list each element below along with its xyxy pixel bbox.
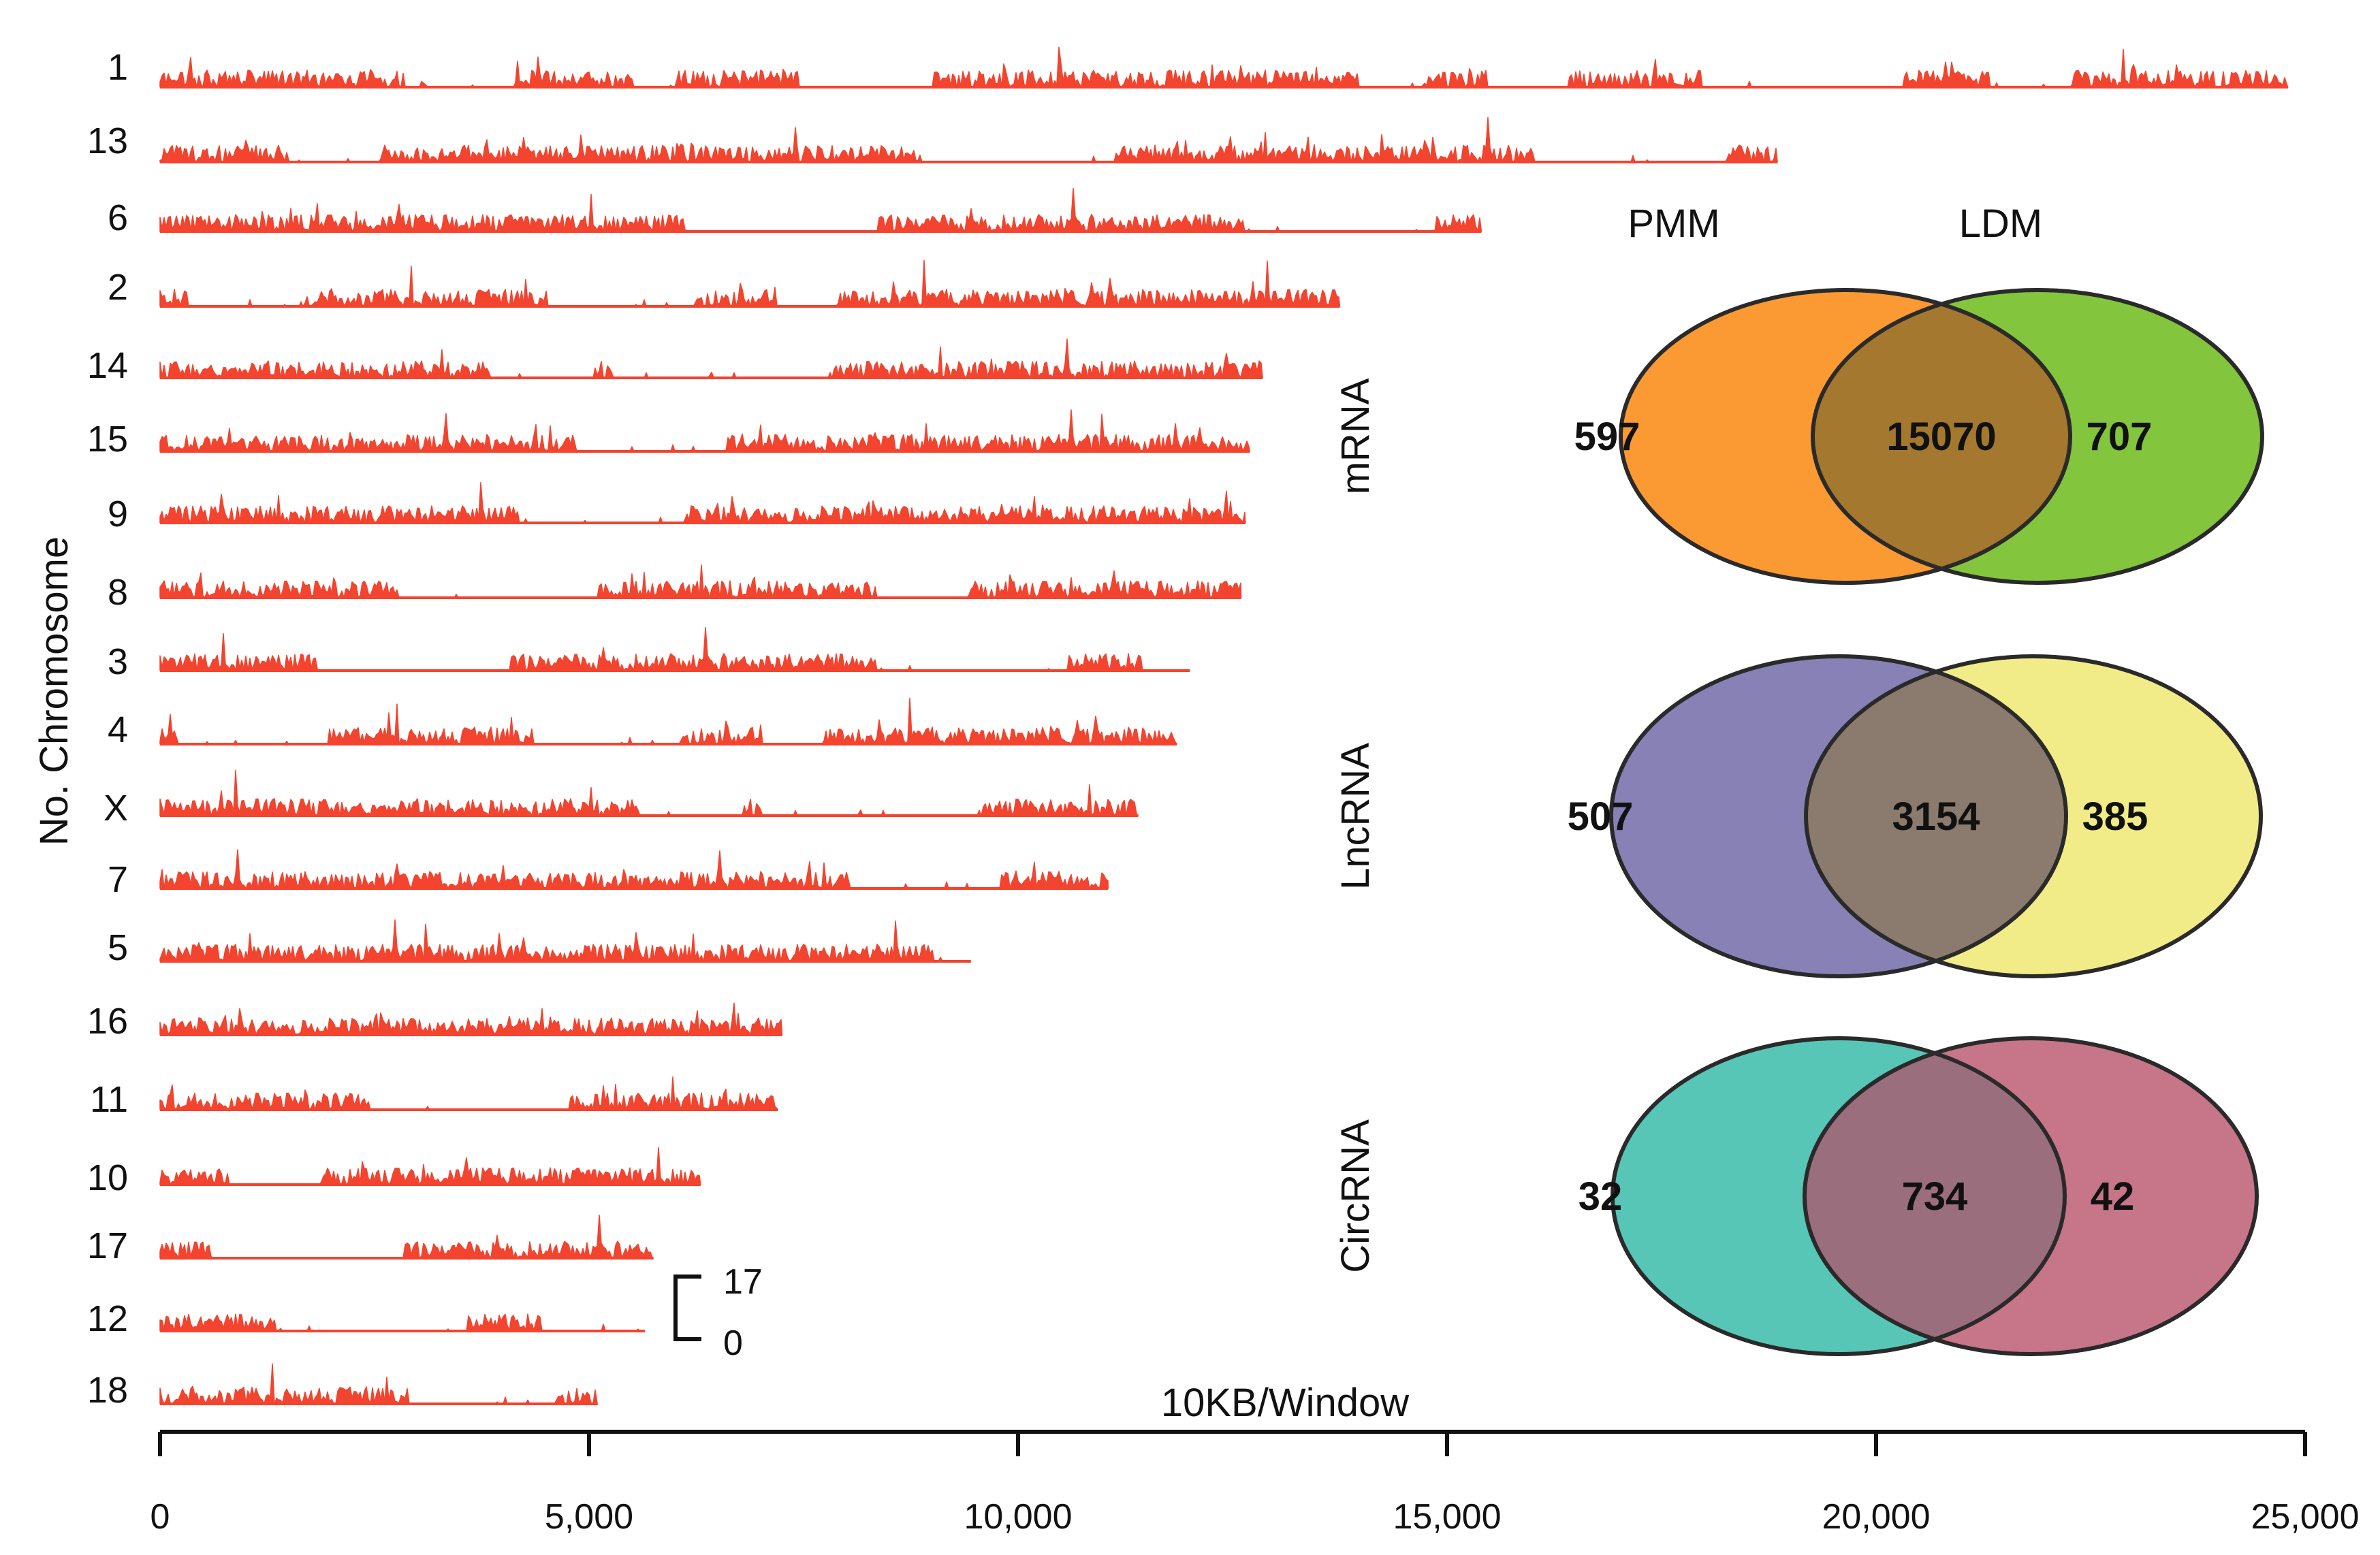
chromosome-labels: 1 13 6 2 14 15 9 8 3 4 X 7 5 16 11 10 17 12 18	[87, 47, 128, 1411]
track-chr-8	[159, 564, 1242, 598]
chromosome-label: 2	[108, 267, 128, 308]
chromosome-label: 16	[87, 1001, 128, 1042]
x-tick-label: 0	[150, 1497, 170, 1537]
x-tick-label: 15,000	[1393, 1497, 1501, 1537]
venn-outline-right	[1811, 288, 2264, 585]
chromosome-label: 13	[87, 121, 128, 161]
track-chr-13	[159, 116, 1778, 163]
x-tick-label: 5,000	[545, 1497, 633, 1537]
chromosome-label: X	[104, 788, 128, 829]
venn-lncrna-left-only-count: 507	[1568, 795, 1634, 839]
venn-set-label-right: LDM	[1959, 202, 2042, 246]
venn-circrna-intersection-count: 734	[1902, 1174, 1968, 1219]
chromosome-label: 11	[90, 1079, 128, 1120]
track-chr-15	[159, 409, 1250, 452]
x-tick-label: 20,000	[1822, 1497, 1930, 1537]
x-axis: 0 5,000 10,000 15,000 20,000 25,000	[150, 1430, 2360, 1537]
chromosome-label: 10	[87, 1157, 128, 1198]
chromosome-label: 9	[108, 494, 128, 534]
venn-outline-left	[1619, 288, 2072, 585]
scale-bar-max-label: 17	[723, 1262, 763, 1302]
track-chr-12	[159, 1313, 646, 1332]
chromosome-tracks	[159, 46, 2289, 1405]
venn-lncrna-right-only-count: 385	[2082, 795, 2148, 839]
venn-mrna-right-only-count: 707	[2087, 415, 2153, 459]
venn-outline-right	[1803, 1036, 2259, 1356]
scale-bar-min-label: 0	[723, 1324, 743, 1363]
track-chr-18	[159, 1363, 599, 1405]
track-chr-2	[159, 259, 1341, 307]
track-chr-4	[159, 697, 1177, 745]
x-tick-label: 25,000	[2251, 1497, 2359, 1537]
track-chr-5	[159, 919, 972, 962]
track-chr-11	[159, 1076, 778, 1110]
chromosome-label: 1	[108, 47, 128, 88]
chromosome-label: 7	[108, 859, 128, 900]
venn-circrna-overlap	[1805, 1038, 2065, 1354]
venn-row-label-mrna: mRNA	[1333, 378, 1378, 494]
scale-bar-bracket	[673, 1275, 701, 1341]
chromosome-label: 4	[108, 709, 128, 750]
track-chr-9	[159, 481, 1246, 524]
venn-lncrna-intersection-count: 3154	[1892, 795, 1980, 839]
venn-row-label-lncrna: LncRNA	[1333, 743, 1378, 890]
scale-bar: 17 0	[673, 1262, 763, 1363]
venn-diagrams: PMM LDM 597 15070 707 mRNA 507 3154 385 LncRNA 3…	[1333, 202, 2264, 1356]
chromosome-label: 3	[108, 641, 128, 682]
track-chr-17	[159, 1214, 654, 1259]
track-chr-1	[159, 46, 2289, 88]
venn-mrna-overlap	[1813, 290, 2070, 583]
venn-set-label-left: PMM	[1628, 202, 1719, 246]
track-chr-7	[159, 849, 1109, 889]
chromosome-label: 12	[87, 1298, 128, 1339]
chromosome-label: 5	[108, 927, 128, 968]
venn-mrna-intersection-count: 15070	[1886, 415, 1996, 459]
y-axis-title: No. Chromosome	[32, 536, 76, 846]
venn-circrna-right-only-count: 42	[2091, 1174, 2135, 1219]
track-chr-16	[159, 1002, 783, 1036]
venn-outline-left	[1611, 1036, 2067, 1356]
venn-mrna-left-only-count: 597	[1574, 415, 1640, 459]
chromosome-label: 18	[87, 1370, 128, 1411]
venn-circrna-left-only-count: 32	[1578, 1174, 1623, 1219]
track-chr-14	[159, 338, 1263, 379]
chromosome-label: 14	[87, 345, 128, 386]
chromosome-label: 6	[108, 197, 128, 238]
track-chr-3	[159, 626, 1190, 671]
venn-outline-left	[1609, 654, 2068, 978]
x-tick-label: 10,000	[964, 1497, 1072, 1537]
track-chr-X	[159, 769, 1139, 816]
venn-outline-right	[1804, 654, 2263, 978]
x-axis-title: 10KB/Window	[1161, 1381, 1410, 1425]
venn-row-label-circrna: CircRNA	[1333, 1119, 1378, 1273]
chromosome-label: 8	[108, 572, 128, 613]
venn-lncrna-overlap	[1806, 656, 2066, 976]
chromosome-label: 15	[87, 419, 128, 460]
chromosome-label: 17	[87, 1225, 128, 1266]
track-chr-6	[159, 187, 1482, 232]
track-chr-10	[159, 1147, 701, 1185]
